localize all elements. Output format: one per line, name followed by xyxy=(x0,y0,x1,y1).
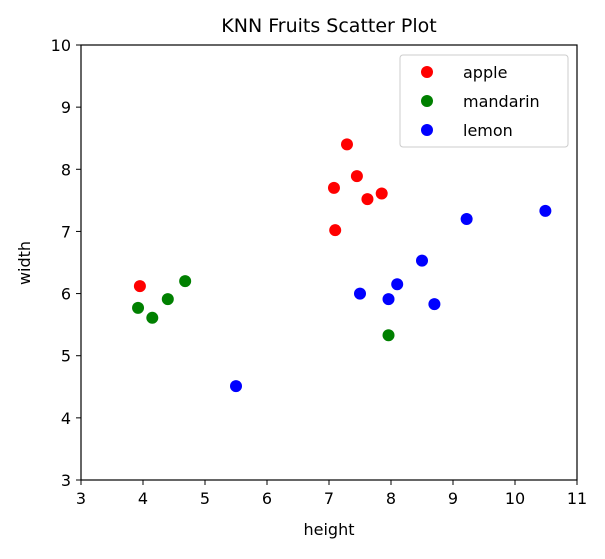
data-point-lemon-2 xyxy=(382,293,395,306)
legend-marker-mandarin xyxy=(421,95,433,107)
y-tick-label-6: 6 xyxy=(61,285,71,304)
x-axis-title: height xyxy=(304,520,355,539)
y-tick-label-4: 4 xyxy=(61,409,71,428)
data-point-apple-3 xyxy=(350,170,363,183)
chart-title: KNN Fruits Scatter Plot xyxy=(221,15,436,37)
y-tick-label-7: 7 xyxy=(61,222,71,241)
y-tick-label-10: 10 xyxy=(51,36,71,55)
y-tick-label-9: 9 xyxy=(61,98,71,117)
data-point-apple-1 xyxy=(327,181,340,194)
data-point-mandarin-0 xyxy=(132,301,145,314)
data-point-mandarin-1 xyxy=(146,311,159,324)
x-tick-label-3: 3 xyxy=(76,489,86,508)
data-point-lemon-5 xyxy=(428,298,441,311)
data-point-apple-5 xyxy=(375,187,388,200)
data-point-mandarin-2 xyxy=(161,293,174,306)
data-point-mandarin-3 xyxy=(179,275,192,288)
y-tick-label-5: 5 xyxy=(61,347,71,366)
data-point-apple-0 xyxy=(133,280,146,293)
x-tick-label-11: 11 xyxy=(567,489,587,508)
data-point-lemon-1 xyxy=(354,287,366,300)
data-point-apple-2 xyxy=(340,138,353,151)
x-tick-label-8: 8 xyxy=(386,489,396,508)
legend-label-mandarin: mandarin xyxy=(463,92,540,111)
plot-area xyxy=(132,138,552,393)
legend-box xyxy=(399,54,569,148)
x-tick-label-6: 6 xyxy=(262,489,272,508)
data-point-lemon-6 xyxy=(460,213,473,225)
x-tick-label-4: 4 xyxy=(138,489,148,508)
legend-marker-apple xyxy=(421,66,433,78)
legend-label-apple: apple xyxy=(463,63,507,82)
data-point-lemon-4 xyxy=(416,254,428,267)
x-tick-label-7: 7 xyxy=(324,489,334,508)
legend: apple mandarin lemon xyxy=(399,54,569,148)
data-point-mandarin-4 xyxy=(382,329,395,342)
data-point-lemon-7 xyxy=(539,204,552,217)
data-point-lemon-3 xyxy=(391,278,404,291)
legend-marker-lemon xyxy=(421,124,433,136)
legend-label-lemon: lemon xyxy=(463,121,513,140)
x-tick-label-5: 5 xyxy=(200,489,210,508)
data-point-apple-4 xyxy=(361,193,374,206)
y-axis-title: width xyxy=(15,241,34,285)
axes: 3 4 5 6 7 8 9 10 11 3 4 5 6 7 8 9 10 xyxy=(51,36,588,508)
y-tick-label-3: 3 xyxy=(61,471,71,490)
y-tick-label-8: 8 xyxy=(61,160,71,179)
x-tick-label-10: 10 xyxy=(505,489,525,508)
data-point-apple-6 xyxy=(329,224,342,237)
x-tick-label-9: 9 xyxy=(448,489,458,508)
data-point-lemon-0 xyxy=(230,380,242,393)
